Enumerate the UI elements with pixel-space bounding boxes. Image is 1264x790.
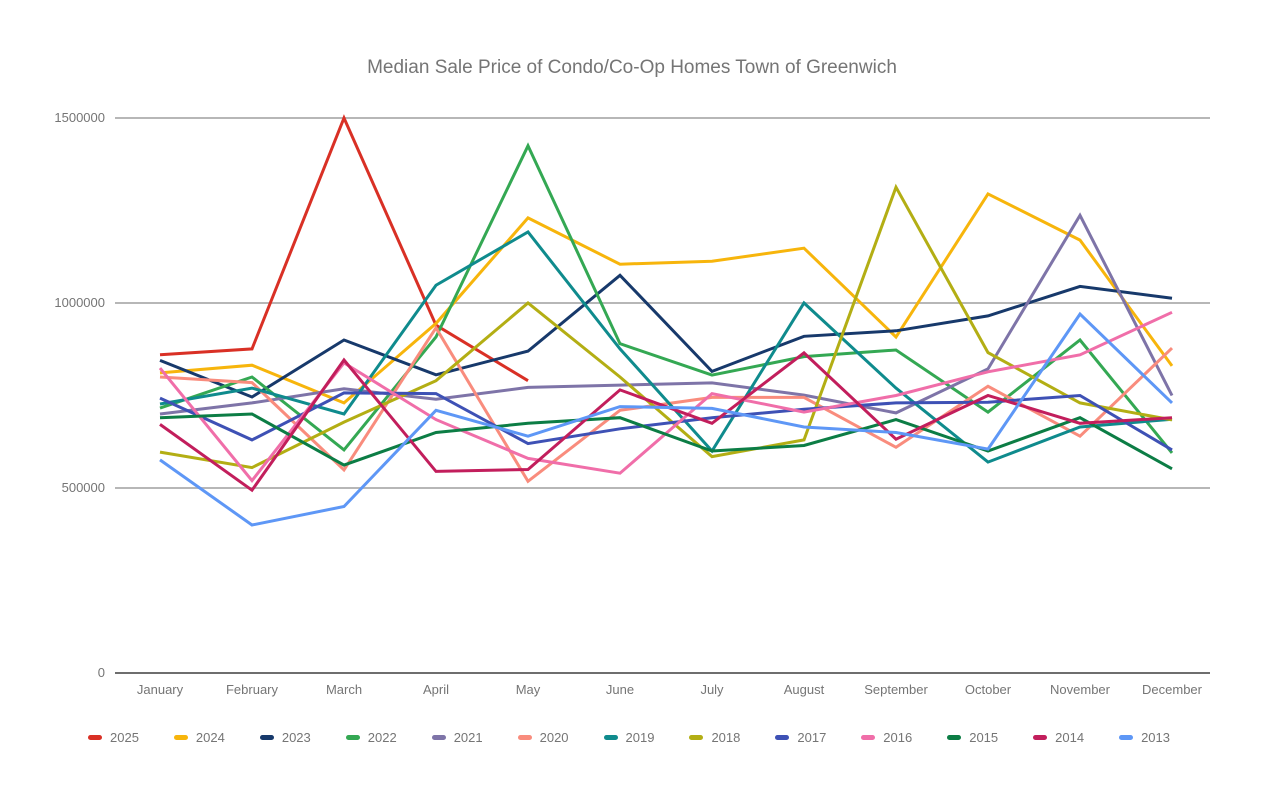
series-line-2023[interactable] [159, 273, 1173, 399]
series-lines [158, 114, 1174, 527]
x-axis-label: February [225, 682, 279, 697]
x-axis-label: December [1142, 682, 1202, 697]
chart-title: Median Sale Price of Condo/Co-Op Homes T… [367, 57, 897, 78]
legend-swatch-2013 [1119, 734, 1134, 740]
legend: 2025 2024 2023 2022 2021 2020 2019 2018 2017 2016… [88, 727, 1205, 747]
legend-swatch-2023 [259, 734, 274, 740]
legend-label: 2022 [367, 729, 397, 745]
series-line-2016[interactable] [158, 310, 1173, 484]
x-axis-label: November [1050, 682, 1110, 697]
legend-item-2015: 2015 [947, 730, 998, 745]
legend-label: 2013 [1141, 729, 1170, 745]
series-line-2013[interactable] [159, 311, 1174, 527]
legend-item-2022: 2022 [345, 729, 397, 745]
legend-label: 2016 [883, 729, 913, 745]
legend-label: 2019 [625, 729, 655, 745]
x-axis-label: September [864, 682, 928, 697]
legend-swatch-2019 [603, 734, 618, 740]
y-axis-label: 1500000 [54, 110, 105, 125]
legend-swatch-2016 [861, 734, 876, 740]
legend-item-2021: 2021 [431, 729, 483, 745]
legend-item-2016: 2016 [861, 730, 912, 745]
legend-label: 2025 [110, 729, 139, 745]
series-line-2024[interactable] [159, 191, 1174, 405]
legend-item-2023: 2023 [259, 729, 311, 745]
legend-item-2020: 2020 [517, 729, 569, 745]
legend-swatch-2018 [689, 734, 704, 740]
legend-swatch-2022 [345, 734, 360, 740]
legend-label: 2018 [711, 729, 741, 745]
legend-label: 2021 [453, 729, 483, 745]
legend-swatch-2014 [1033, 734, 1048, 740]
y-axis-label: 1000000 [54, 295, 105, 310]
y-axis-label: 500000 [61, 480, 105, 495]
legend-label: 2017 [797, 729, 827, 745]
legend-label: 2014 [1055, 729, 1085, 745]
x-axis-label: July [700, 682, 724, 697]
legend-label: 2020 [539, 729, 569, 745]
legend-swatch-2017 [775, 734, 790, 740]
x-axis-label: October [964, 682, 1012, 697]
series-line-2019[interactable] [159, 230, 1173, 464]
series-line-2015[interactable] [159, 412, 1173, 471]
legend-label: 2015 [969, 729, 999, 745]
legend-swatch-2024 [173, 734, 188, 740]
x-axis-label: May [515, 682, 541, 697]
y-axis-label: 0 [97, 665, 105, 680]
series-line-2018[interactable] [159, 183, 1173, 470]
x-axis-label: March [325, 682, 363, 697]
x-axis-label: August [783, 682, 825, 697]
legend-swatch-2020 [517, 734, 532, 740]
x-axis-label: January [136, 682, 184, 697]
legend-item-2014: 2014 [1033, 730, 1084, 745]
legend-item-2018: 2018 [689, 730, 740, 745]
legend-swatch-2021 [431, 734, 446, 740]
series-line-2025[interactable] [159, 114, 529, 382]
legend-swatch-2025 [88, 734, 102, 740]
legend-item-2017: 2017 [775, 730, 826, 745]
series-line-2014[interactable] [159, 350, 1173, 493]
legend-item-2019: 2019 [603, 729, 655, 745]
x-axis-label: June [605, 682, 635, 697]
legend-item-2013: 2013 [1119, 730, 1170, 745]
x-axis-label: April [422, 682, 450, 697]
legend-label: 2023 [281, 729, 311, 745]
legend-item-2025: 2025 [88, 730, 139, 745]
legend-label: 2024 [195, 729, 225, 745]
legend-swatch-2015 [947, 734, 962, 740]
series-line-2021[interactable] [159, 212, 1174, 416]
legend-item-2024: 2024 [173, 729, 225, 745]
